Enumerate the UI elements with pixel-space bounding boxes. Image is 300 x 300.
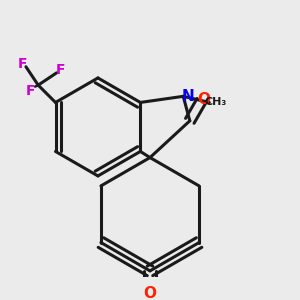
Text: N: N: [182, 89, 194, 104]
Text: CH₃: CH₃: [205, 98, 227, 107]
Text: O: O: [143, 286, 157, 300]
Text: F: F: [26, 84, 35, 98]
Text: F: F: [56, 63, 65, 77]
Text: F: F: [17, 57, 27, 71]
Text: O: O: [197, 92, 210, 107]
